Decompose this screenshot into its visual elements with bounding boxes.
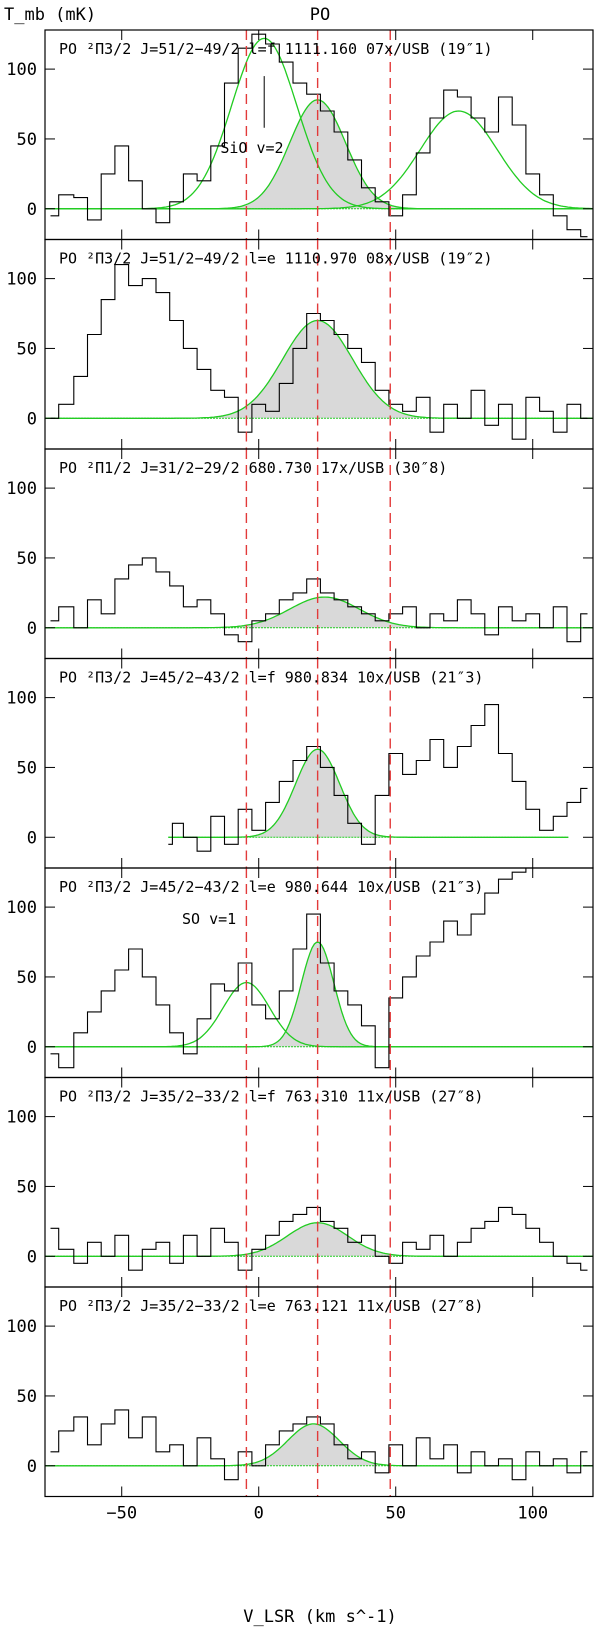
y-tick-label: 50 xyxy=(17,1387,37,1407)
fit-curve-1 xyxy=(45,319,593,419)
panel-plot-area xyxy=(45,868,593,1069)
y-tick-label: 0 xyxy=(27,200,37,220)
y-tick-label: 50 xyxy=(17,130,37,150)
y-tick-label: 100 xyxy=(6,60,37,80)
panel-plot-area xyxy=(45,264,593,440)
spectrum-line xyxy=(168,704,588,852)
panel-plot-area xyxy=(45,33,593,238)
fit-curve-3 xyxy=(45,110,593,210)
panel-label: PO ²Π3/2 J=45/2−43/2 l=e 980.644 10x/USB… xyxy=(59,878,483,896)
spectrum-line xyxy=(50,33,588,238)
panel-plot-area xyxy=(45,1409,593,1481)
spectrum-line xyxy=(50,557,588,643)
y-tick-label: 0 xyxy=(27,1038,37,1058)
panel-plot-area xyxy=(45,557,593,643)
panels-group: SiO v=2 0 50 100 PO ²Π3/2 J=51/2−49/2 l=f 11… xyxy=(6,29,594,1524)
y-tick-label: 0 xyxy=(27,619,37,639)
fit-curve-1 xyxy=(168,748,569,838)
spectrum-line xyxy=(50,1206,588,1271)
chart-title: PO xyxy=(310,5,330,25)
panel-plot-area xyxy=(45,1206,593,1271)
fit-curve-1 xyxy=(45,1222,593,1257)
y-tick-label: 100 xyxy=(6,689,37,709)
y-tick-label: 0 xyxy=(27,828,37,848)
panel-6: 0 50 100 PO ²Π3/2 J=35/2−33/2 l=f 763.310 1… xyxy=(6,1076,594,1288)
spectrum-line xyxy=(50,1409,588,1481)
panel-label: PO ²Π3/2 J=51/2−49/2 l=f 1111.160 07x/US… xyxy=(59,40,492,58)
x-tick-label: −50 xyxy=(106,1504,137,1524)
y-tick-label: 100 xyxy=(6,898,37,918)
x-axis-title: V_LSR (km s^-1) xyxy=(243,1607,397,1627)
y-tick-label: 0 xyxy=(27,1247,37,1267)
fit-curve-1 xyxy=(45,596,593,629)
panel-plot-area xyxy=(168,704,588,852)
panel-label: PO ²Π1/2 J=31/2−29/2 680.730 17x/USB (30… xyxy=(59,459,447,477)
y-tick-label: 50 xyxy=(17,1177,37,1197)
line-annotation: SO v=1 xyxy=(182,910,236,928)
x-tick-label: 0 xyxy=(254,1504,264,1524)
fit-curve-2 xyxy=(45,981,593,1048)
y-axis-title: T_mb (mK) xyxy=(4,5,96,25)
y-tick-label: 50 xyxy=(17,339,37,359)
y-tick-label: 100 xyxy=(6,479,37,499)
fit-curve-1 xyxy=(45,1423,593,1467)
panel-label: PO ²Π3/2 J=45/2−43/2 l=f 980.834 10x/USB… xyxy=(59,669,483,687)
panel-label: PO ²Π3/2 J=35/2−33/2 l=e 763.121 11x/USB… xyxy=(59,1297,483,1315)
y-tick-label: 50 xyxy=(17,968,37,988)
y-tick-label: 100 xyxy=(6,1317,37,1337)
y-tick-label: 50 xyxy=(17,758,37,778)
y-tick-label: 100 xyxy=(6,1108,37,1128)
panel-4: 0 50 100 PO ²Π3/2 J=45/2−43/2 l=f 980.834 1… xyxy=(6,657,594,869)
fit-shade-1 xyxy=(209,597,440,628)
spectrum-line xyxy=(50,264,588,440)
y-tick-label: 100 xyxy=(6,270,37,290)
panel-3: 0 50 100 PO ²Π1/2 J=31/2−29/2 680.730 17x/U… xyxy=(6,448,594,660)
fit-shade-1 xyxy=(229,1423,398,1466)
panel-2: 0 50 100 PO ²Π3/2 J=51/2−49/2 l=e 1110.970 … xyxy=(6,238,594,450)
line-annotation: SiO v=2 xyxy=(220,139,283,157)
y-tick-label: 50 xyxy=(17,549,37,569)
y-tick-label: 0 xyxy=(27,409,37,429)
panel-frame xyxy=(44,1286,594,1498)
panel-1: SiO v=2 0 50 100 PO ²Π3/2 J=51/2−49/2 l=f 11… xyxy=(6,29,594,241)
spectrum-line xyxy=(50,868,588,1069)
panel-5: SO v=1 0 50 100 PO ²Π3/2 J=45/2−43/2 l=e 980… xyxy=(6,867,594,1079)
x-tick-label: 100 xyxy=(517,1504,548,1524)
x-tick-label: 50 xyxy=(385,1504,405,1524)
panel-label: PO ²Π3/2 J=35/2−33/2 l=f 763.310 11x/USB… xyxy=(59,1088,483,1106)
panel-label: PO ²Π3/2 J=51/2−49/2 l=e 1110.970 08x/US… xyxy=(59,250,492,268)
panel-7: 0 50 100 −50 0 50 100 PO ²Π3/2 J=35/2−33/2 l=e … xyxy=(6,1286,594,1524)
y-tick-label: 0 xyxy=(27,1457,37,1477)
